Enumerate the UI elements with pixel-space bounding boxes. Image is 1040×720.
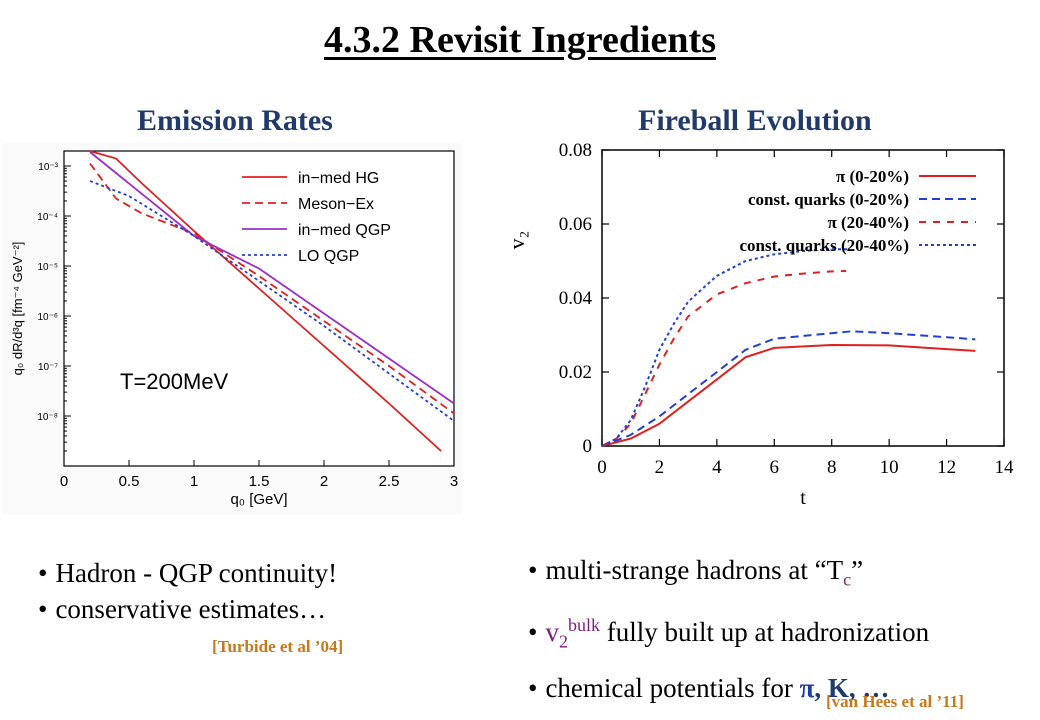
x-tick-label: 1.5: [249, 473, 270, 490]
x-axis-label: t: [800, 487, 806, 509]
series-line-1: [601, 330, 976, 447]
legend-label-2: π (20-40%): [827, 213, 909, 232]
legend-label-1: const. quarks (0-20%): [748, 190, 909, 209]
emission-rates-heading: Emission Rates: [137, 104, 333, 137]
v2-subscript: 2: [558, 631, 568, 652]
left-citation: [Turbide et al ’04]: [212, 637, 344, 656]
legend-label-0: in−med HG: [298, 170, 379, 187]
legend-label-0: π (0-20%): [836, 167, 909, 186]
x-tick-label: 14: [995, 457, 1015, 478]
left-bullet-1-text: Hadron - QGP continuity!: [55, 558, 338, 588]
x-tick-label: 2: [655, 457, 665, 478]
plot-frame: [63, 150, 455, 467]
x-tick-label: 2: [320, 473, 328, 490]
series-line-0: [601, 343, 976, 447]
temperature-annotation: T=200MeV: [120, 369, 229, 394]
y-tick-label: 10⁻⁸: [37, 412, 58, 423]
y-tick-label: 0.08: [559, 140, 592, 161]
series-line-1: [89, 162, 455, 415]
series-line-3: [89, 180, 455, 422]
y-tick-label: 10⁻⁴: [37, 212, 58, 223]
slide-title: 4.3.2 Revisit Ingredients: [324, 19, 716, 61]
y-axis-label: q₀ dR/d³q [fm⁻⁴ GeV⁻²]: [10, 242, 25, 376]
series-line-0: [89, 150, 442, 452]
series-line-2: [89, 151, 455, 405]
right-bullet-3: • chemical potentials for π, K, …: [528, 672, 890, 703]
left-bullet-2: • conservative estimates…: [38, 594, 327, 624]
series-line-3: [601, 248, 849, 447]
tc-subscript: c: [843, 569, 852, 590]
fireball-evolution-heading: Fireball Evolution: [638, 104, 872, 137]
legend-label-3: LO QGP: [298, 248, 359, 265]
right-bullet-3-particles: , K, …: [814, 672, 890, 703]
legend-label-1: Meson−Ex: [298, 196, 374, 213]
right-bullet-2-text: fully built up at hadronization: [599, 617, 930, 648]
y-tick-label: 10⁻³: [38, 162, 58, 173]
emission-rates-chart-panel: 0 0.5 1 1.5 2 2.5 3 10⁻³ 10⁻⁴ 10⁻⁵ 10⁻⁶ 10⁻⁷ 10⁻⁸ q₀ …: [2, 143, 462, 515]
x-tick-label: 8: [827, 457, 837, 478]
right-bullet-1-close-quote: ”: [851, 555, 864, 585]
pi-symbol: π: [799, 672, 815, 703]
x-tick-label: 12: [937, 457, 956, 478]
left-bullet-list: • Hadron - QGP continuity! • conservative …: [38, 553, 337, 629]
y-tick-label: 10⁻⁵: [37, 262, 58, 273]
x-tick-label: 4: [712, 457, 722, 478]
x-tick-label: 10: [880, 457, 899, 478]
x-tick-label: 0: [60, 473, 68, 490]
emission-rates-chart: 0 0.5 1 1.5 2 2.5 3 10⁻³ 10⁻⁴ 10⁻⁵ 10⁻⁶ 10⁻⁷ 10⁻⁸ q₀ …: [10, 150, 458, 508]
fireball-evolution-chart-panel: 0 2 4 6 8 10 12 14 0 0.02 0.04 0.06 0.08 t v₂ π (0-20%)…: [494, 140, 1036, 515]
y-tick-label: 0.02: [559, 362, 592, 383]
series-line-2: [601, 270, 847, 447]
legend-label-3: const. quarks (20-40%): [739, 236, 909, 255]
right-bullet-3-text: chemical potentials for: [545, 672, 800, 703]
x-tick-label: 0.5: [119, 473, 140, 490]
y-tick-label: 10⁻⁷: [38, 362, 58, 373]
right-bullet-list: • multi-strange hadrons at “Tc” • v2bulk f…: [528, 547, 929, 711]
y-axis-label: v₂: [504, 231, 529, 250]
y-tick-label: 0.04: [559, 288, 593, 309]
right-bullet-1-text: multi-strange hadrons at “T: [545, 555, 844, 585]
x-tick-label: 0: [597, 457, 607, 478]
y-tick-label: 0.06: [559, 214, 592, 235]
x-axis-label: q₀ [GeV]: [230, 491, 287, 508]
legend-label-2: in−med QGP: [298, 222, 391, 239]
x-tick-label: 2.5: [379, 473, 400, 490]
x-tick-label: 6: [770, 457, 780, 478]
x-tick-label: 1: [190, 473, 198, 490]
y-tick-label: 0: [583, 436, 593, 457]
fireball-evolution-chart: 0 2 4 6 8 10 12 14 0 0.02 0.04 0.06 0.08 t v₂ π (0-20%)…: [504, 140, 1015, 509]
right-citation: [van Hees et al ’11]: [826, 692, 964, 711]
right-bullet-2: • v2bulk fully built up at hadronization: [528, 615, 930, 652]
v2-symbol: v: [545, 617, 559, 648]
left-bullet-1: • Hadron - QGP continuity!: [38, 558, 338, 588]
x-tick-label: 3: [450, 473, 458, 490]
left-bullet-2-text: conservative estimates…: [55, 594, 327, 624]
v2-superscript: bulk: [567, 615, 600, 636]
right-bullet-1: • multi-strange hadrons at “Tc”: [528, 555, 864, 590]
y-tick-label: 10⁻⁶: [37, 312, 58, 323]
